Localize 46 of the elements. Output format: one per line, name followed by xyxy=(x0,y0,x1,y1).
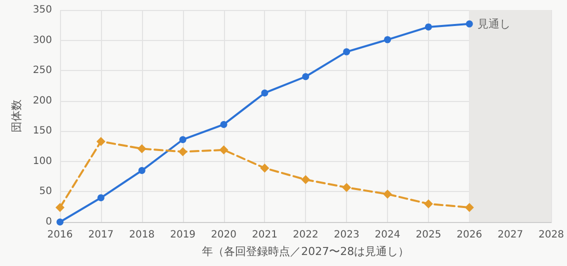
y-tick-label: 100 xyxy=(32,156,52,167)
x-tick-label: 2020 xyxy=(211,230,236,240)
point xyxy=(343,48,350,56)
x-tick-label: 2018 xyxy=(129,230,155,240)
y-tick-label: 150 xyxy=(32,126,52,137)
point xyxy=(137,144,146,154)
y-tick-label: 300 xyxy=(32,34,52,46)
x-tick-label: 2025 xyxy=(416,230,442,240)
point xyxy=(424,199,433,208)
point xyxy=(424,23,432,30)
x-tick-label: 2021 xyxy=(252,230,278,240)
x-tick-label: 2028 xyxy=(538,230,564,240)
x-tick-label: 2026 xyxy=(456,230,482,240)
point xyxy=(466,20,473,28)
point xyxy=(342,182,352,192)
y-tick-label: 350 xyxy=(32,4,52,16)
y-tick-label: 200 xyxy=(32,95,52,106)
point xyxy=(138,167,146,174)
x-tick-label: 2019 xyxy=(170,230,196,240)
x-tick-label: 2027 xyxy=(498,230,524,240)
point xyxy=(219,145,228,154)
point xyxy=(56,218,64,226)
point xyxy=(179,136,186,144)
y-tick-label: 250 xyxy=(32,65,52,76)
point xyxy=(260,164,270,173)
y-axis-title: 団体数 xyxy=(10,100,24,132)
x-tick-label: 2024 xyxy=(374,230,400,240)
point xyxy=(56,202,64,212)
y-tick-label: 0 xyxy=(46,216,52,228)
point xyxy=(384,36,392,44)
point xyxy=(302,73,310,80)
x-tick-label: 2023 xyxy=(334,230,360,240)
x-tick-label: 2016 xyxy=(47,230,73,240)
annotation: 見通し xyxy=(477,17,510,30)
x-tick-label: 2022 xyxy=(292,230,318,240)
y-tick-label: 50 xyxy=(39,186,52,198)
point xyxy=(301,175,310,184)
point xyxy=(220,120,228,128)
x-tick-label: 2017 xyxy=(88,230,114,240)
point xyxy=(97,194,104,202)
point xyxy=(383,190,392,199)
x-axis-title: 年（各回登録時点／2027〜28は見通し） xyxy=(202,245,410,258)
point xyxy=(464,202,474,212)
point xyxy=(261,89,268,96)
point xyxy=(178,147,188,156)
point xyxy=(96,136,106,146)
